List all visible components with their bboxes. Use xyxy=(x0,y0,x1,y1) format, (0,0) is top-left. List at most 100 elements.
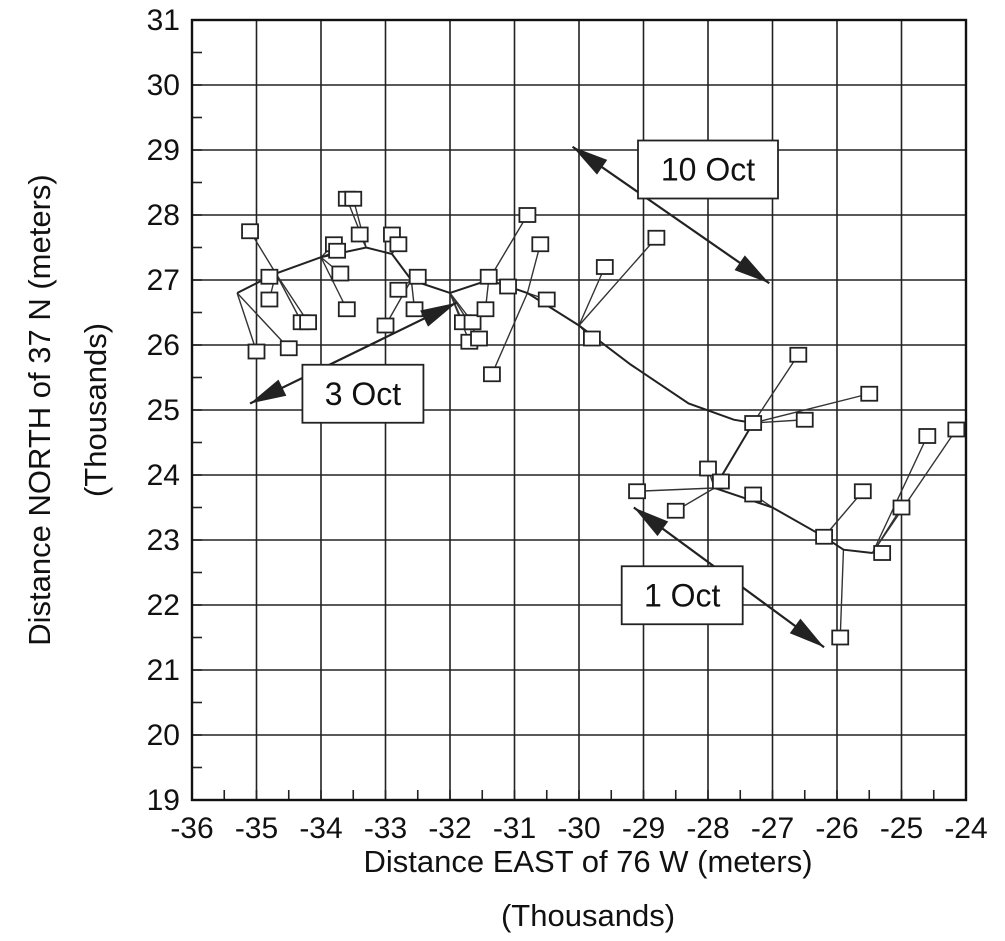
arrow-head xyxy=(420,302,457,327)
arrow-head xyxy=(734,255,770,284)
y-tick-label: 24 xyxy=(147,459,180,492)
observation-link xyxy=(526,244,541,294)
observation-point xyxy=(483,366,501,383)
y-tick-label: 22 xyxy=(147,589,180,622)
y-tick-label: 26 xyxy=(147,329,180,362)
observation-point xyxy=(628,483,646,500)
annotation-box xyxy=(637,139,779,200)
x-tick-label: -28 xyxy=(686,812,729,845)
observation-point xyxy=(389,236,408,253)
observation-link xyxy=(275,273,303,323)
x-tick-label: -27 xyxy=(751,812,794,845)
observation-link xyxy=(578,266,606,326)
observation-point xyxy=(470,330,488,347)
annotation-arrow xyxy=(249,301,457,405)
observation-markers xyxy=(241,190,966,646)
observation-point xyxy=(595,259,614,275)
observation-point xyxy=(463,314,482,331)
observation-link xyxy=(839,549,845,638)
plot-frame xyxy=(190,18,968,802)
observation-point xyxy=(789,346,808,363)
observation-point xyxy=(860,385,879,402)
y-tick-label: 25 xyxy=(147,394,180,427)
y-tick-label: 21 xyxy=(147,654,180,687)
x-tick-label: -26 xyxy=(815,812,858,845)
observation-link xyxy=(752,393,870,424)
y-axis-title: Distance NORTH of 37 N (meters) xyxy=(22,174,57,645)
annotation-box xyxy=(301,363,425,424)
annotation-box xyxy=(620,565,744,626)
arrow-head xyxy=(789,618,825,648)
y-axis-subtitle: (Thousands) xyxy=(78,323,113,497)
observation-point xyxy=(947,421,966,438)
observation-point xyxy=(699,460,717,477)
observation-point xyxy=(337,301,356,318)
observation-link xyxy=(275,273,309,323)
x-tick-label: -34 xyxy=(299,812,342,845)
date-annotations: 10 Oct 3 Oct 1 Oct xyxy=(249,139,825,649)
observation-point xyxy=(479,268,498,285)
x-tick-label: -25 xyxy=(880,812,923,845)
observation-point xyxy=(389,281,408,298)
x-tick-label: -31 xyxy=(493,812,536,845)
observation-point xyxy=(344,190,363,207)
observation-point xyxy=(260,291,279,308)
arrow-head xyxy=(250,379,287,404)
observation-point xyxy=(892,499,911,516)
x-tick-label: -33 xyxy=(364,812,407,845)
x-tick-label: -32 xyxy=(428,812,471,845)
x-axis-subtitle: (Thousands) xyxy=(501,898,675,933)
drift-track-line xyxy=(236,246,873,554)
y-tick-labels: 19 20 21 22 23 24 25 26 27 28 29 30 31 xyxy=(147,4,180,817)
annotation-label: 10 Oct xyxy=(661,152,755,188)
observation-point xyxy=(241,223,259,240)
observation-point xyxy=(499,278,517,295)
observation-point xyxy=(712,473,730,490)
x-axis-title: Distance EAST of 76 W (meters) xyxy=(363,844,812,879)
observation-link xyxy=(236,292,258,352)
observation-point xyxy=(476,301,495,318)
y-tick-label: 27 xyxy=(147,264,180,297)
y-tick-label: 23 xyxy=(147,524,180,557)
observation-point xyxy=(405,301,424,318)
observation-point xyxy=(537,291,556,308)
observation-point xyxy=(647,229,666,246)
y-tick-label: 31 xyxy=(147,4,180,37)
observation-link xyxy=(236,292,290,349)
observation-point xyxy=(331,265,350,282)
observation-point xyxy=(583,330,601,347)
y-tick-label: 29 xyxy=(147,134,180,167)
observation-point xyxy=(279,340,298,357)
x-tick-label: -29 xyxy=(622,812,665,845)
y-tick-label: 28 xyxy=(147,199,180,232)
observation-point xyxy=(518,207,537,223)
observation-point xyxy=(815,528,833,545)
observation-point xyxy=(666,502,685,519)
observation-link xyxy=(871,429,957,554)
observation-point xyxy=(247,343,266,360)
observation-point xyxy=(350,226,369,243)
y-tick-label: 20 xyxy=(147,719,180,752)
observation-point xyxy=(299,314,318,331)
annotation-arrow xyxy=(571,145,770,285)
observation-point xyxy=(744,486,763,503)
x-tick-labels: -36 -35 -34 -33 -32 -31 -30 -29 -28 -27 -26 -25 -24 xyxy=(170,812,987,845)
x-tick-label: -24 xyxy=(944,812,987,845)
annotation-label: 3 Oct xyxy=(325,376,402,412)
observation-point xyxy=(795,411,814,428)
y-tick-label: 30 xyxy=(147,69,180,102)
y-tick-label: 19 xyxy=(147,784,180,817)
annotation-label: 1 Oct xyxy=(644,577,721,613)
observation-link xyxy=(491,292,529,375)
observation-point xyxy=(918,428,937,444)
observation-point xyxy=(853,483,872,500)
observation-point xyxy=(831,629,850,646)
observation-link xyxy=(637,487,715,492)
observation-point xyxy=(873,545,892,561)
observation-link xyxy=(752,354,799,424)
observation-point xyxy=(260,268,279,285)
x-tick-label: -35 xyxy=(235,812,278,845)
observation-point xyxy=(376,317,395,334)
arrow-head xyxy=(633,507,669,537)
